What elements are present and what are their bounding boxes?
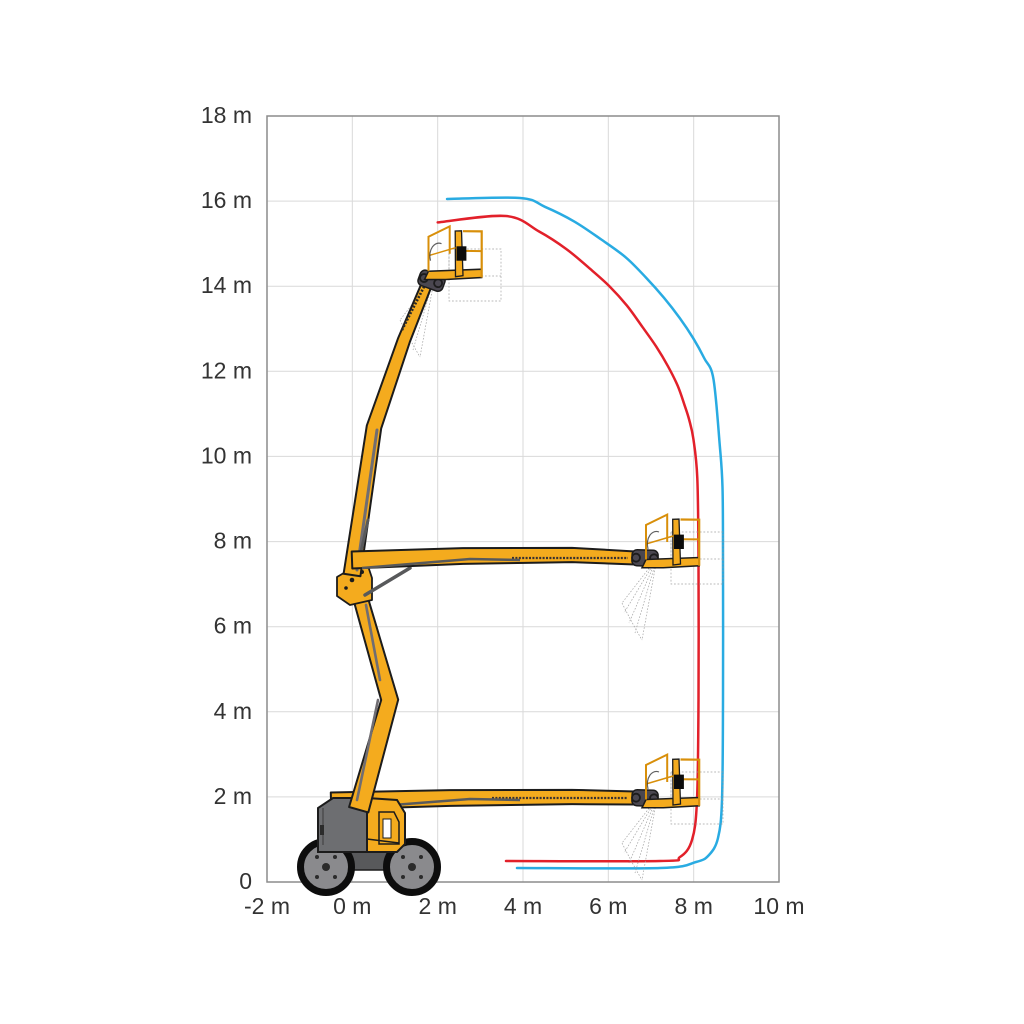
svg-text:4 m: 4 m [504, 893, 542, 919]
svg-text:16 m: 16 m [201, 187, 252, 213]
svg-text:12 m: 12 m [201, 357, 252, 383]
svg-text:14 m: 14 m [201, 272, 252, 298]
svg-text:-2 m: -2 m [244, 893, 290, 919]
svg-text:2 m: 2 m [419, 893, 457, 919]
svg-text:18 m: 18 m [201, 102, 252, 128]
svg-text:0 m: 0 m [333, 893, 371, 919]
svg-text:2 m: 2 m [214, 783, 252, 809]
svg-text:4 m: 4 m [214, 698, 252, 724]
svg-text:6 m: 6 m [214, 613, 252, 639]
svg-text:0: 0 [239, 868, 252, 894]
svg-text:10 m: 10 m [753, 893, 804, 919]
svg-text:8 m: 8 m [214, 528, 252, 554]
svg-text:8 m: 8 m [675, 893, 713, 919]
svg-text:10 m: 10 m [201, 442, 252, 468]
svg-text:6 m: 6 m [589, 893, 627, 919]
